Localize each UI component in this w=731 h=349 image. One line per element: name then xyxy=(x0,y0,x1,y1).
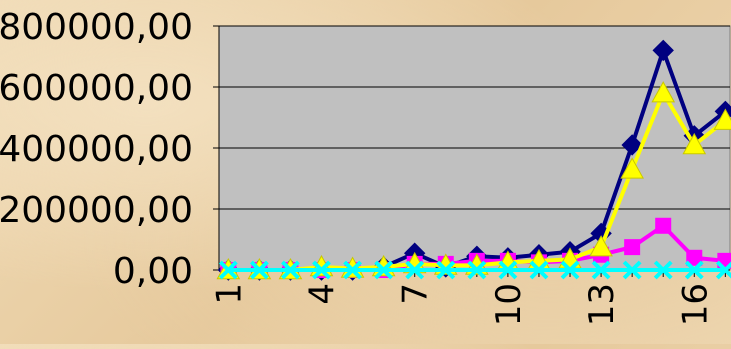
y-tick-label: 200000,00 xyxy=(0,190,193,231)
x-axis-tick-labels: 1 4 7 10 13 16 xyxy=(209,270,726,326)
data-point-x xyxy=(653,260,673,280)
data-point-square xyxy=(686,249,703,266)
data-point-triangle xyxy=(651,81,676,103)
data-point-x xyxy=(529,260,549,280)
data-point-diamond xyxy=(652,39,674,62)
data-point-x xyxy=(343,260,362,280)
data-point-triangle xyxy=(682,132,707,155)
y-tick-label: 800000,00 xyxy=(0,7,193,48)
series-group xyxy=(216,39,731,281)
data-point-x xyxy=(374,260,394,280)
data-point-x xyxy=(405,260,425,280)
y-tick-label: 600000,00 xyxy=(0,68,193,109)
y-axis-tick-labels: 0,00 200000,00 400000,00 600000,00 800000,00 xyxy=(0,7,193,292)
data-point-x xyxy=(560,260,580,280)
y-tick-label: 400000,00 xyxy=(0,129,193,170)
x-tick-label: 13 xyxy=(582,283,622,326)
x-tick-label: 10 xyxy=(489,283,529,326)
data-point-square xyxy=(655,217,672,234)
data-point-x xyxy=(591,260,611,280)
data-point-x xyxy=(312,260,331,280)
x-tick-label: 4 xyxy=(303,283,343,305)
y-tick-label: 0,00 xyxy=(113,251,193,292)
data-point-diamond xyxy=(621,134,643,156)
data-point-x xyxy=(467,260,487,280)
data-point-square xyxy=(624,239,641,256)
series-x xyxy=(218,260,731,280)
data-point-triangle xyxy=(620,157,644,179)
data-point-x xyxy=(281,260,300,280)
data-point-x xyxy=(684,260,704,280)
x-tick-label: 16 xyxy=(675,283,715,326)
data-point-x xyxy=(498,260,518,280)
data-point-x xyxy=(622,260,642,280)
x-tick-label: 1 xyxy=(209,283,249,305)
data-point-x xyxy=(436,260,456,280)
data-point-x xyxy=(218,260,238,280)
data-point-triangle xyxy=(589,235,613,257)
x-tick-label: 7 xyxy=(396,283,436,305)
data-point-x xyxy=(249,260,269,280)
